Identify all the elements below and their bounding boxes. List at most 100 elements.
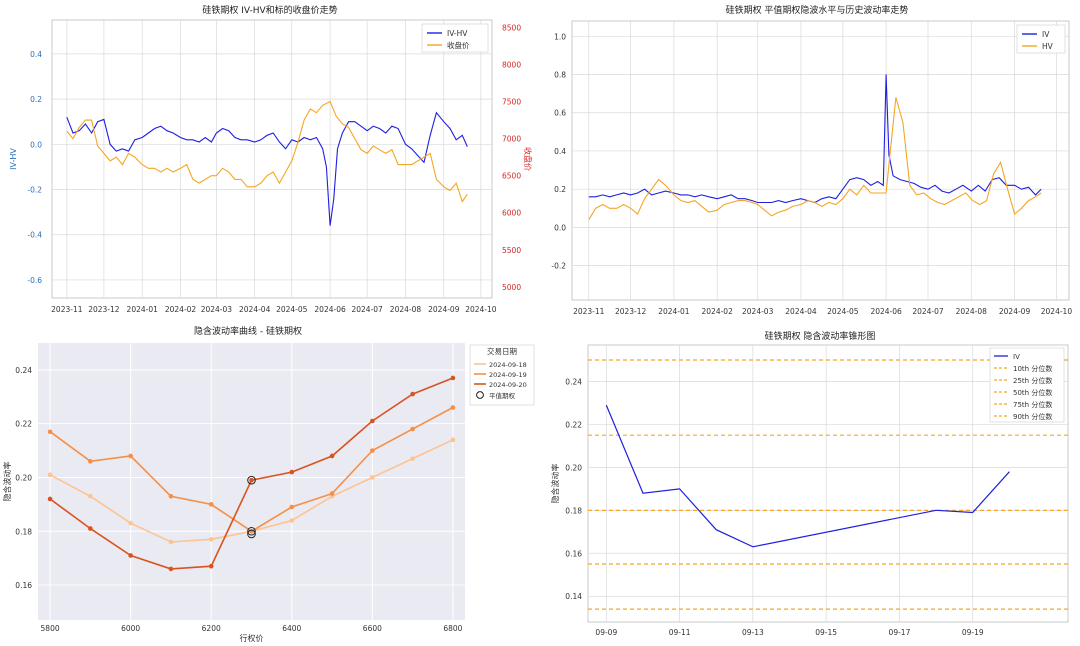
x-tick-label: 09-11 xyxy=(669,628,691,637)
y-tick-label: 0.0 xyxy=(554,223,566,232)
x-tick-label: 2024-06 xyxy=(870,307,902,316)
y-tick-label: 1.0 xyxy=(554,32,566,41)
x-tick-label: 2024-07 xyxy=(912,307,944,316)
y2-tick-label: 7000 xyxy=(502,135,521,144)
series-point xyxy=(128,553,133,558)
y-tick-label: 0.16 xyxy=(565,549,582,558)
atm-marker xyxy=(247,529,256,539)
legend-box xyxy=(989,347,1065,423)
series-point xyxy=(168,566,174,572)
y-tick-label: 0.2 xyxy=(554,185,566,194)
legend-label: 2024-09-18 xyxy=(489,361,527,369)
chart-title: 硅铁期权 平值期权隐波水平与历史波动率走势 xyxy=(726,4,909,16)
y2-tick-label: 5500 xyxy=(502,246,521,255)
x-tick-label: 2023-12 xyxy=(88,305,120,314)
y2-tick-label: 8000 xyxy=(502,60,521,69)
x-tick-label: 09-09 xyxy=(595,628,617,637)
x-tick-label: 09-19 xyxy=(962,628,984,637)
x-tick-label: 2024-09 xyxy=(428,305,460,314)
y-tick-label: -0.6 xyxy=(27,276,42,285)
series-line-close xyxy=(66,100,468,203)
atm-marker xyxy=(247,526,256,536)
y-tick-label: 0.16 xyxy=(15,581,32,590)
y2-axis-label: 收盘价 xyxy=(523,147,533,171)
y2-tick-label: 6000 xyxy=(502,209,521,218)
panel-iv-smile: 隐含波动率曲线 - 硅铁期权 5800 6000 6200 6400 6600 6800 0.… xyxy=(2,325,535,643)
y-tick-label: 0.20 xyxy=(15,473,32,482)
series-point xyxy=(47,496,53,502)
y-tick-label: 0.18 xyxy=(565,506,582,515)
y-tick-label: 0.0 xyxy=(30,140,42,149)
y-tick-label: 0.20 xyxy=(565,463,582,472)
x-tick-label: 5800 xyxy=(41,624,60,633)
series-point xyxy=(289,504,295,510)
y-axis-label: 隐含波动率 xyxy=(2,462,12,502)
series-point xyxy=(249,477,254,483)
y-tick-label: 0.14 xyxy=(565,592,582,601)
x-tick-label: 2024-03 xyxy=(742,307,774,316)
y-tick-label: 0.24 xyxy=(15,366,32,375)
series-point xyxy=(450,375,456,381)
y-tick-label: -0.2 xyxy=(27,186,42,195)
y2-tick-label: 8500 xyxy=(502,23,521,32)
legend-label: IV xyxy=(1013,353,1020,361)
legend-label: IV xyxy=(1042,30,1050,39)
x-tick-label: 2024-05 xyxy=(276,305,308,314)
x-tick-label: 2024-10 xyxy=(465,305,497,314)
y-tick-label: 0.4 xyxy=(30,50,42,59)
chart-title: 隐含波动率曲线 - 硅铁期权 xyxy=(194,325,302,337)
x-tick-label: 6800 xyxy=(443,624,462,633)
x-tick-label: 2024-01 xyxy=(658,307,690,316)
x-tick-label: 2024-03 xyxy=(201,305,233,314)
series-point xyxy=(450,437,456,443)
y-axis-label: IV-HV xyxy=(9,148,18,170)
series-line-iv-hv xyxy=(66,111,468,226)
x-tick-label: 2024-01 xyxy=(127,305,159,314)
series-line-hv xyxy=(588,97,1042,220)
y-tick-label: 0.4 xyxy=(554,147,566,156)
series-point xyxy=(370,475,375,480)
series-point xyxy=(450,405,456,410)
y-tick-label: -0.2 xyxy=(551,262,566,271)
y2-tick-label: 6500 xyxy=(502,172,521,181)
y-axis-label: 隐含波动率 xyxy=(550,464,560,504)
series-point xyxy=(168,539,174,545)
y-tick-label: -0.4 xyxy=(27,231,42,240)
series-line-iv xyxy=(588,74,1042,204)
series-point xyxy=(370,418,375,424)
legend-label: 平值期权 xyxy=(489,391,516,400)
x-tick-label: 09-13 xyxy=(742,628,764,637)
series-point xyxy=(370,448,375,453)
x-tick-label: 6400 xyxy=(282,624,301,633)
panel-iv-cone: 硅铁期权 隐含波动率锥形图 09-09 09-11 09-13 09-15 09-17 09… xyxy=(550,330,1069,637)
legend-atm-marker xyxy=(476,391,484,399)
y-tick-label: 0.18 xyxy=(15,527,32,536)
legend-label: 75th 分位数 xyxy=(1013,400,1052,409)
y2-tick-label: 5000 xyxy=(502,283,521,292)
plot-frame xyxy=(51,19,493,299)
x-tick-label: 2024-10 xyxy=(1041,307,1073,316)
legend-label: 收盘价 xyxy=(447,40,470,50)
series-point xyxy=(329,491,335,496)
series-point xyxy=(410,426,415,432)
y-tick-label: 0.8 xyxy=(554,71,566,80)
legend-label: 50th 分位数 xyxy=(1013,388,1052,397)
y2-tick-label: 7500 xyxy=(502,98,521,107)
x-tick-label: 6600 xyxy=(363,624,382,633)
x-tick-label: 2024-08 xyxy=(390,305,422,314)
series-point xyxy=(410,391,415,397)
x-tick-label: 2024-08 xyxy=(956,307,988,316)
x-tick-label: 2024-04 xyxy=(785,307,817,316)
x-tick-label: 09-15 xyxy=(815,628,837,637)
plot-frame xyxy=(571,20,1070,301)
y-tick-label: 0.24 xyxy=(565,378,582,387)
series-point xyxy=(168,493,174,499)
series-point xyxy=(208,502,214,507)
x-tick-label: 2024-02 xyxy=(165,305,197,314)
x-tick-label: 2024-02 xyxy=(702,307,734,316)
legend-box xyxy=(421,23,489,53)
series-point xyxy=(208,537,214,542)
y-tick-label: 0.6 xyxy=(554,109,566,118)
x-tick-label: 2023-11 xyxy=(51,305,83,314)
y-tick-label: 0.22 xyxy=(15,420,32,429)
